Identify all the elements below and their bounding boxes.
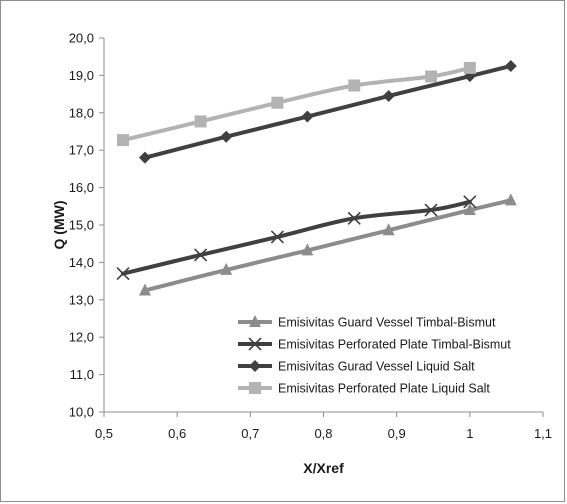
diamond-marker — [138, 151, 151, 164]
x-tick-label: 0,6 — [168, 426, 186, 441]
y-tick-label: 20,0 — [69, 31, 94, 46]
y-tick-label: 17,0 — [69, 143, 94, 158]
legend-label: Emisivitas Gurad Vessel Liquid Salt — [278, 360, 475, 374]
legend-marker — [249, 382, 261, 394]
series-layer — [116, 60, 517, 296]
square-marker — [425, 70, 438, 83]
y-tick-label: 14,0 — [69, 255, 94, 270]
x-tick-label: 0,9 — [388, 426, 406, 441]
series-4 — [117, 61, 476, 147]
series-line — [121, 65, 472, 143]
x-tick-label: 0,8 — [314, 426, 332, 441]
legend-marker — [249, 315, 261, 327]
x-axis-title: X/Xref — [303, 460, 344, 476]
legend-item: Emisivitas Perforated Plate Liquid Salt — [238, 382, 490, 396]
y-axis-title: Q (MW) — [51, 201, 67, 250]
legend-marker — [248, 337, 262, 351]
x-marker — [194, 248, 208, 262]
triangle-marker — [138, 283, 151, 296]
square-marker — [348, 79, 361, 92]
x-tick-label: 0,5 — [95, 426, 113, 441]
legend-label: Emisivitas Perforated Plate Liquid Salt — [278, 382, 490, 396]
series-line — [121, 199, 472, 276]
legend-item: Emisivitas Guard Vessel Timbal-Bismut — [238, 315, 496, 330]
x-tick-labels: 0,5 0,6 0,7 0,8 0,9 1 1,1 — [95, 412, 552, 441]
y-tick-label: 11,0 — [70, 367, 94, 382]
y-tick-label: 15,0 — [69, 218, 94, 233]
diamond-marker — [301, 110, 314, 123]
y-tick-labels: 10,0 11,0 12,0 13,0 14,0 15,0 16,0 17,0 18,0 19,0… — [69, 31, 104, 420]
series-3 — [138, 60, 517, 164]
legend-label: Emisivitas Perforated Plate Timbal-Bismu… — [278, 338, 511, 352]
y-tick-label: 13,0 — [69, 292, 94, 307]
y-tick-label: 19,0 — [69, 68, 94, 83]
legend-item: Emisivitas Gurad Vessel Liquid Salt — [238, 360, 475, 374]
x-marker — [270, 230, 284, 244]
x-tick-label: 1 — [466, 426, 473, 441]
legend-label: Emisivitas Guard Vessel Timbal-Bismut — [278, 316, 496, 330]
square-marker — [463, 61, 476, 74]
legend: Emisivitas Guard Vessel Timbal-Bismut Emi… — [238, 315, 511, 396]
y-tick-label: 18,0 — [69, 105, 94, 120]
x-tick-label: 1,1 — [534, 426, 552, 441]
series-1 — [138, 193, 517, 296]
x-tick-label: 0,7 — [241, 426, 259, 441]
triangle-marker — [504, 193, 517, 206]
legend-marker — [249, 360, 261, 372]
x-marker — [116, 267, 130, 281]
x-marker — [424, 203, 438, 217]
y-tick-label: 12,0 — [69, 330, 94, 345]
triangle-marker — [382, 223, 395, 236]
legend-item: Emisivitas Perforated Plate Timbal-Bismu… — [238, 337, 511, 352]
y-tick-label: 16,0 — [69, 180, 94, 195]
diamond-marker — [504, 60, 517, 73]
triangle-marker — [301, 243, 314, 256]
series-2 — [116, 195, 477, 281]
square-marker — [271, 96, 284, 109]
y-tick-label: 10,0 — [69, 405, 94, 420]
x-marker — [463, 195, 477, 209]
series-line — [142, 198, 513, 293]
series-line — [142, 64, 513, 160]
x-marker — [347, 211, 361, 225]
square-marker — [117, 134, 130, 147]
triangle-marker — [463, 203, 476, 216]
diamond-marker — [220, 130, 233, 143]
triangle-marker — [220, 262, 233, 275]
square-marker — [194, 115, 207, 128]
diamond-marker — [382, 89, 395, 102]
